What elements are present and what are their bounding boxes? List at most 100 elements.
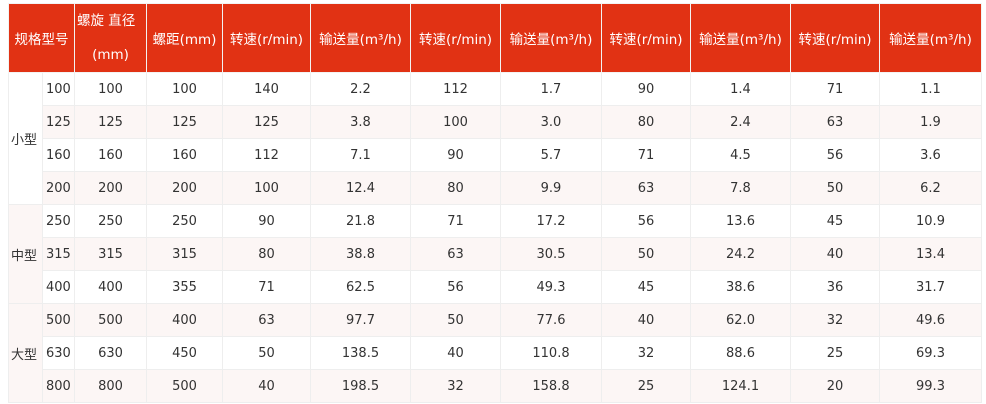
table-cell: 1.7 <box>500 72 602 106</box>
table-row: 800 800 500 40 198.5 32 158.8 25 124.1 20 99.3 <box>9 369 982 403</box>
table-row: 630 630 450 50 138.5 40 110.8 32 88.6 25 69.3 <box>9 336 982 370</box>
table-cell: 77.6 <box>500 303 602 337</box>
table-cell: 63 <box>222 303 311 337</box>
table-cell: 3.6 <box>879 138 982 172</box>
header-speed-3: 转速(r/min) <box>601 3 691 73</box>
table-cell: 80 <box>410 171 501 205</box>
table-cell: 38.8 <box>310 237 411 271</box>
table-cell: 71 <box>790 72 880 106</box>
group-cell: 大型 <box>8 303 43 403</box>
table-cell: 200 <box>146 171 223 205</box>
table-cell: 250 <box>74 204 147 238</box>
table-cell: 40 <box>601 303 691 337</box>
table-cell: 90 <box>601 72 691 106</box>
header-capacity-4: 输送量(m³/h) <box>879 3 982 73</box>
table-cell: 88.6 <box>690 336 791 370</box>
table-cell: 63 <box>790 105 880 139</box>
table-cell: 3.8 <box>310 105 411 139</box>
table-cell: 4.5 <box>690 138 791 172</box>
header-diameter: 螺旋 直径 (mm) <box>74 3 147 73</box>
table-cell: 124.1 <box>690 369 791 403</box>
table-cell: 56 <box>601 204 691 238</box>
table-cell: 400 <box>42 270 75 304</box>
table-cell: 13.4 <box>879 237 982 271</box>
table-cell: 36 <box>790 270 880 304</box>
header-speed-4: 转速(r/min) <box>790 3 880 73</box>
table-cell: 630 <box>74 336 147 370</box>
table-row: 大型 500 500 400 63 97.7 50 77.6 40 62.0 32 49.6 <box>8 303 982 403</box>
table-cell: 62.5 <box>310 270 411 304</box>
group-cell: 小型 <box>8 72 43 205</box>
table-cell: 250 <box>146 204 223 238</box>
screw-conveyor-spec-table: 规格型号 螺旋 直径 (mm) 螺距(mm) 转速(r/min) 输送量(m³/h… <box>8 3 982 403</box>
table-cell: 100 <box>222 171 311 205</box>
table-cell: 71 <box>601 138 691 172</box>
table-cell: 125 <box>146 105 223 139</box>
table-cell: 80 <box>222 237 311 271</box>
table-cell: 40 <box>222 369 311 403</box>
table-cell: 112 <box>410 72 501 106</box>
header-speed-2: 转速(r/min) <box>410 3 501 73</box>
header-row: 规格型号 螺旋 直径 (mm) 螺距(mm) 转速(r/min) 输送量(m³/h… <box>8 3 982 73</box>
table-cell: 63 <box>410 237 501 271</box>
table-cell: 69.3 <box>879 336 982 370</box>
table-row: 200 200 200 100 12.4 80 9.9 63 7.8 50 6.2 <box>9 171 982 205</box>
table-cell: 63 <box>601 171 691 205</box>
table-cell: 500 <box>74 303 147 337</box>
table-cell: 62.0 <box>690 303 791 337</box>
table-cell: 800 <box>74 369 147 403</box>
header-model: 规格型号 <box>8 3 75 73</box>
table-cell: 160 <box>42 138 75 172</box>
table-cell: 500 <box>42 303 75 337</box>
table-cell: 90 <box>410 138 501 172</box>
header-capacity-2: 输送量(m³/h) <box>500 3 602 73</box>
table-cell: 49.3 <box>500 270 602 304</box>
table-cell: 2.4 <box>690 105 791 139</box>
table-cell: 10.9 <box>879 204 982 238</box>
table-cell: 40 <box>790 237 880 271</box>
table-cell: 56 <box>410 270 501 304</box>
table-cell: 6.2 <box>879 171 982 205</box>
table-cell: 200 <box>42 171 75 205</box>
table-cell: 25 <box>601 369 691 403</box>
table-row: 小型 100 100 100 140 2.2 112 1.7 90 1.4 71 1.1 <box>8 72 982 205</box>
table-cell: 1.1 <box>879 72 982 106</box>
table-cell: 100 <box>410 105 501 139</box>
table-cell: 45 <box>790 204 880 238</box>
table-cell: 17.2 <box>500 204 602 238</box>
table-cell: 125 <box>42 105 75 139</box>
table-cell: 125 <box>74 105 147 139</box>
table-cell: 200 <box>74 171 147 205</box>
table-cell: 198.5 <box>310 369 411 403</box>
table-row: 315 315 315 80 38.8 63 30.5 50 24.2 40 13.4 <box>9 237 982 271</box>
table-cell: 50 <box>222 336 311 370</box>
table-cell: 24.2 <box>690 237 791 271</box>
table-cell: 7.8 <box>690 171 791 205</box>
table-cell: 25 <box>790 336 880 370</box>
table-cell: 138.5 <box>310 336 411 370</box>
table-cell: 100 <box>42 72 75 106</box>
table-cell: 250 <box>42 204 75 238</box>
table-cell: 50 <box>790 171 880 205</box>
table-row: 160 160 160 112 7.1 90 5.7 71 4.5 56 3.6 <box>9 138 982 172</box>
table-row: 中型 250 250 250 90 21.8 71 17.2 56 13.6 45 10.9 <box>8 204 982 304</box>
table-cell: 2.2 <box>310 72 411 106</box>
table-cell: 7.1 <box>310 138 411 172</box>
table-cell: 71 <box>410 204 501 238</box>
table-cell: 71 <box>222 270 311 304</box>
table-cell: 125 <box>222 105 311 139</box>
header-pitch: 螺距(mm) <box>146 3 223 73</box>
table-row: 125 125 125 125 3.8 100 3.0 80 2.4 63 1.9 <box>9 105 982 139</box>
table-cell: 100 <box>146 72 223 106</box>
table-cell: 45 <box>601 270 691 304</box>
table-cell: 400 <box>146 303 223 337</box>
header-capacity-1: 输送量(m³/h) <box>310 3 411 73</box>
table-row: 400 400 355 71 62.5 56 49.3 45 38.6 36 31.7 <box>9 270 982 304</box>
table-cell: 12.4 <box>310 171 411 205</box>
table-cell: 158.8 <box>500 369 602 403</box>
table-cell: 56 <box>790 138 880 172</box>
table-cell: 50 <box>601 237 691 271</box>
group-cell: 中型 <box>8 204 43 304</box>
table-cell: 38.6 <box>690 270 791 304</box>
table-cell: 21.8 <box>310 204 411 238</box>
